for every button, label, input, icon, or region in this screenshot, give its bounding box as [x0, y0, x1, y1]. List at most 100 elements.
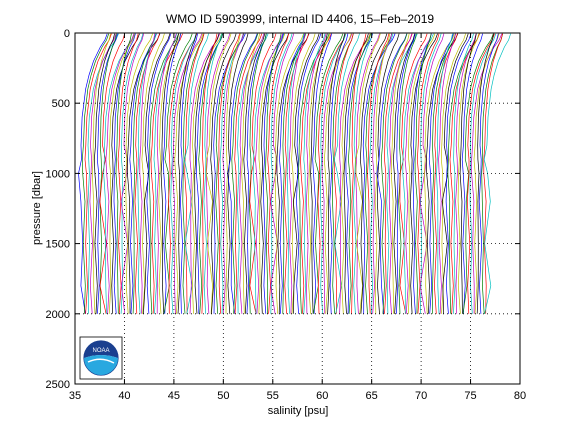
profile-line: [292, 33, 320, 314]
profile-line: [398, 33, 417, 314]
profile-line: [447, 33, 480, 314]
profile-line: [274, 33, 304, 314]
profile-line: [198, 33, 223, 314]
profile-line: [453, 33, 474, 314]
profile-line: [320, 33, 347, 314]
profile-line: [333, 33, 354, 314]
profile-line: [162, 33, 182, 314]
profile-line: [362, 33, 396, 314]
profile-line: [478, 33, 499, 314]
profile-line: [134, 33, 160, 314]
profile-line: [355, 33, 381, 314]
profile-line: [380, 33, 408, 314]
profile-line: [184, 33, 205, 314]
profile-line: [412, 33, 432, 314]
y-tick-label: 1500: [46, 239, 70, 251]
profile-line: [196, 33, 224, 314]
profile-line: [296, 33, 322, 314]
profile-line: [445, 33, 472, 314]
profile-line: [455, 33, 477, 314]
profile-line: [258, 33, 286, 314]
x-tick-label: 70: [415, 390, 427, 402]
profile-line: [409, 33, 438, 314]
profile-line: [270, 33, 293, 314]
x-tick-label: 60: [316, 390, 328, 402]
profile-line: [127, 33, 161, 314]
x-tick-label: 80: [514, 390, 526, 402]
plot-frame: [74, 32, 521, 385]
profile-line: [141, 33, 165, 314]
profile-line: [459, 33, 477, 314]
profile-line: [483, 33, 511, 314]
profile-line: [396, 33, 416, 314]
profile-line: [286, 33, 305, 314]
profile-line: [343, 33, 369, 314]
y-tick-label: 0: [64, 28, 70, 40]
profile-line: [355, 33, 380, 314]
profile-line: [120, 33, 144, 314]
profile-line: [206, 33, 231, 314]
profile-line: [201, 33, 218, 314]
profile-line: [265, 33, 282, 314]
profile-line: [461, 33, 483, 314]
profile-line: [89, 33, 117, 314]
profile-line: [321, 33, 353, 314]
x-tick-label: 40: [118, 390, 130, 402]
profile-line: [246, 33, 267, 314]
y-tick-label: 2500: [46, 379, 70, 391]
profile-line: [217, 33, 240, 314]
profile-line: [146, 33, 172, 314]
profile-line: [143, 33, 171, 314]
profile-line: [227, 33, 249, 314]
profile-line: [303, 33, 326, 314]
x-tick-label: 45: [168, 390, 180, 402]
profile-line: [291, 33, 316, 314]
profile-line: [441, 33, 469, 314]
profile-line: [113, 33, 136, 314]
profile-line: [353, 33, 373, 314]
profile-line: [103, 33, 135, 314]
profile-line: [428, 33, 454, 314]
profile-line: [231, 33, 259, 314]
profile-line: [210, 33, 237, 314]
profile-line: [205, 33, 232, 314]
profile-line: [339, 33, 371, 314]
profile-line: [308, 33, 331, 314]
profile-line: [359, 33, 388, 314]
profile-line: [305, 33, 327, 314]
profile-line: [227, 33, 258, 314]
y-tick-label: 2000: [46, 309, 70, 321]
profile-line: [182, 33, 205, 314]
profile-line: [99, 33, 126, 314]
profile-line: [390, 33, 410, 314]
profile-line: [351, 33, 367, 314]
profile-line: [239, 33, 265, 314]
profile-line: [399, 33, 428, 314]
profile-line: [481, 33, 504, 314]
profile-line: [87, 33, 119, 314]
profile-line: [156, 33, 177, 314]
profile-line: [105, 33, 135, 314]
profile-line: [81, 33, 110, 314]
profile-line: [438, 33, 456, 314]
profile-line: [433, 33, 458, 314]
chart-title: WMO ID 5903999, internal ID 4406, 15–Feb…: [166, 12, 434, 26]
profile-line: [298, 33, 330, 314]
profile-line: [312, 33, 332, 314]
profile-line: [241, 33, 261, 314]
profile-line: [440, 33, 466, 314]
profile-line: [108, 33, 136, 314]
profile-line: [180, 33, 198, 314]
profile-line: [267, 33, 290, 314]
profile-line: [93, 33, 115, 314]
profile-line: [376, 33, 400, 314]
profile-line: [288, 33, 306, 314]
profile-line: [416, 33, 440, 314]
profile-line: [174, 33, 204, 314]
profile-line: [462, 33, 494, 314]
profile-line: [170, 33, 197, 314]
y-tick-label: 1000: [46, 168, 70, 180]
profile-line: [249, 33, 277, 314]
profile-line: [120, 33, 145, 314]
profile-line: [129, 33, 157, 314]
